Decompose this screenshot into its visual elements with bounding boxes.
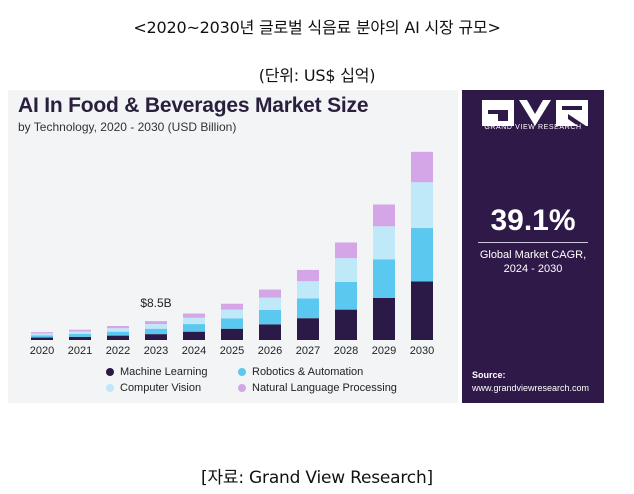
- brand-name: GRAND VIEW RESEARCH: [484, 124, 582, 131]
- cagr-label: Global Market CAGR, 2024 - 2030: [462, 248, 604, 276]
- bar-2029-series-0: [373, 297, 395, 340]
- bar-2025-series-3: [221, 303, 243, 310]
- x-tick-label-2029: 2029: [372, 345, 396, 357]
- bar-2024-series-0: [183, 331, 205, 340]
- bar-2023-series-0: [145, 334, 167, 340]
- source-label: Source:: [472, 370, 506, 380]
- bar-2030-series-0: [411, 281, 433, 340]
- cagr-value: 39.1%: [490, 204, 576, 237]
- x-tick-label-2026: 2026: [258, 345, 282, 357]
- source-caption: [자료: Grand View Research]: [201, 468, 433, 488]
- bar-2020-series-0: [31, 337, 53, 340]
- bar-2030-series-2: [411, 182, 433, 229]
- bar-2028-series-0: [335, 309, 357, 340]
- x-tick-label-2025: 2025: [220, 345, 244, 357]
- x-tick-label-2020: 2020: [30, 345, 54, 357]
- x-tick-label-2021: 2021: [68, 345, 92, 357]
- bar-2029-series-2: [373, 226, 395, 260]
- legend-label-nlp: Natural Language Processing: [252, 382, 397, 394]
- legend-item-robotics: Robotics & Automation: [238, 366, 398, 378]
- bar-2022-series-0: [107, 335, 129, 340]
- legend-item-computer-vision: Computer Vision: [106, 382, 238, 394]
- x-tick-label-2028: 2028: [334, 345, 358, 357]
- x-tick-label-2023: 2023: [144, 345, 168, 357]
- bar-2026-series-0: [259, 324, 281, 340]
- bar-2023-series-3: [145, 321, 167, 325]
- bar-2026-series-1: [259, 309, 281, 325]
- cagr-divider: [478, 242, 588, 243]
- bar-2030-series-3: [411, 151, 433, 183]
- bar-2027-series-0: [297, 318, 319, 340]
- legend-item-machine-learning: Machine Learning: [106, 366, 238, 378]
- bar-2024-series-1: [183, 324, 205, 332]
- bar-2026-series-2: [259, 297, 281, 310]
- bar-2023-series-2: [145, 324, 167, 329]
- data-label-2023: $8.5B: [140, 296, 171, 310]
- bar-2029-series-1: [373, 259, 395, 298]
- bar-2028-series-1: [335, 281, 357, 310]
- cagr-sidebar: GRAND VIEW RESEARCH 39.1% Global Market …: [462, 90, 604, 403]
- bar-2021-series-1: [69, 333, 91, 337]
- bar-2024-series-3: [183, 313, 205, 318]
- legend-swatch-machine-learning: [106, 368, 114, 376]
- bar-2026-series-3: [259, 289, 281, 298]
- bar-2021-series-0: [69, 336, 91, 340]
- legend-swatch-robotics: [238, 368, 246, 376]
- source-url: www.grandviewresearch.com: [472, 383, 590, 393]
- bar-2028-series-3: [335, 242, 357, 259]
- chart-plot: 2020 2021 2022 2023 2024 2025 2026 2027 2028 2029…: [30, 151, 434, 357]
- x-tick-label-2024: 2024: [182, 345, 206, 357]
- grand-view-research-logo-icon: [482, 100, 588, 126]
- bar-2023-series-1: [145, 328, 167, 335]
- chart-title: AI In Food & Beverages Market Size: [18, 94, 369, 117]
- legend-label-computer-vision: Computer Vision: [120, 382, 202, 394]
- x-tick-label-2027: 2027: [296, 345, 320, 357]
- cagr-label-line2: 2024 - 2030: [503, 263, 563, 275]
- bar-2020-series-2: [31, 333, 53, 336]
- bar-2028-series-2: [335, 258, 357, 282]
- bar-2030-series-1: [411, 228, 433, 282]
- bar-2025-series-1: [221, 318, 243, 329]
- x-tick-label-2030: 2030: [410, 345, 434, 357]
- bar-2027-series-2: [297, 281, 319, 299]
- bar-2021-series-2: [69, 331, 91, 334]
- chart-panel: AI In Food & Beverages Market Size by Te…: [8, 90, 458, 403]
- bar-2025-series-0: [221, 328, 243, 340]
- legend-item-nlp: Natural Language Processing: [238, 382, 398, 394]
- legend-label-machine-learning: Machine Learning: [120, 366, 208, 378]
- legend-swatch-nlp: [238, 384, 246, 392]
- bar-2022-series-3: [107, 326, 129, 329]
- cagr-label-line1: Global Market CAGR,: [479, 249, 587, 261]
- bar-2022-series-2: [107, 328, 129, 332]
- page-title: <2020~2030년 글로벌 식음료 분야의 AI 시장 규모>: [133, 18, 501, 37]
- bar-2020-series-1: [31, 335, 53, 338]
- bar-2027-series-1: [297, 298, 319, 319]
- chart-subtitle: by Technology, 2020 - 2030 (USD Billion): [18, 120, 237, 134]
- bar-2020-series-3: [31, 332, 53, 334]
- bar-2025-series-2: [221, 309, 243, 319]
- bar-2027-series-3: [297, 269, 319, 282]
- chart-legend: Machine Learning Robotics & Automation C…: [106, 366, 406, 394]
- bar-2021-series-3: [69, 329, 91, 332]
- x-tick-label-2022: 2022: [106, 345, 130, 357]
- legend-label-robotics: Robotics & Automation: [252, 366, 364, 378]
- unit-label: (단위: US$ 십억): [258, 66, 376, 85]
- bar-2022-series-1: [107, 331, 129, 336]
- bar-2029-series-3: [373, 204, 395, 227]
- legend-swatch-computer-vision: [106, 384, 114, 392]
- bar-2024-series-2: [183, 317, 205, 325]
